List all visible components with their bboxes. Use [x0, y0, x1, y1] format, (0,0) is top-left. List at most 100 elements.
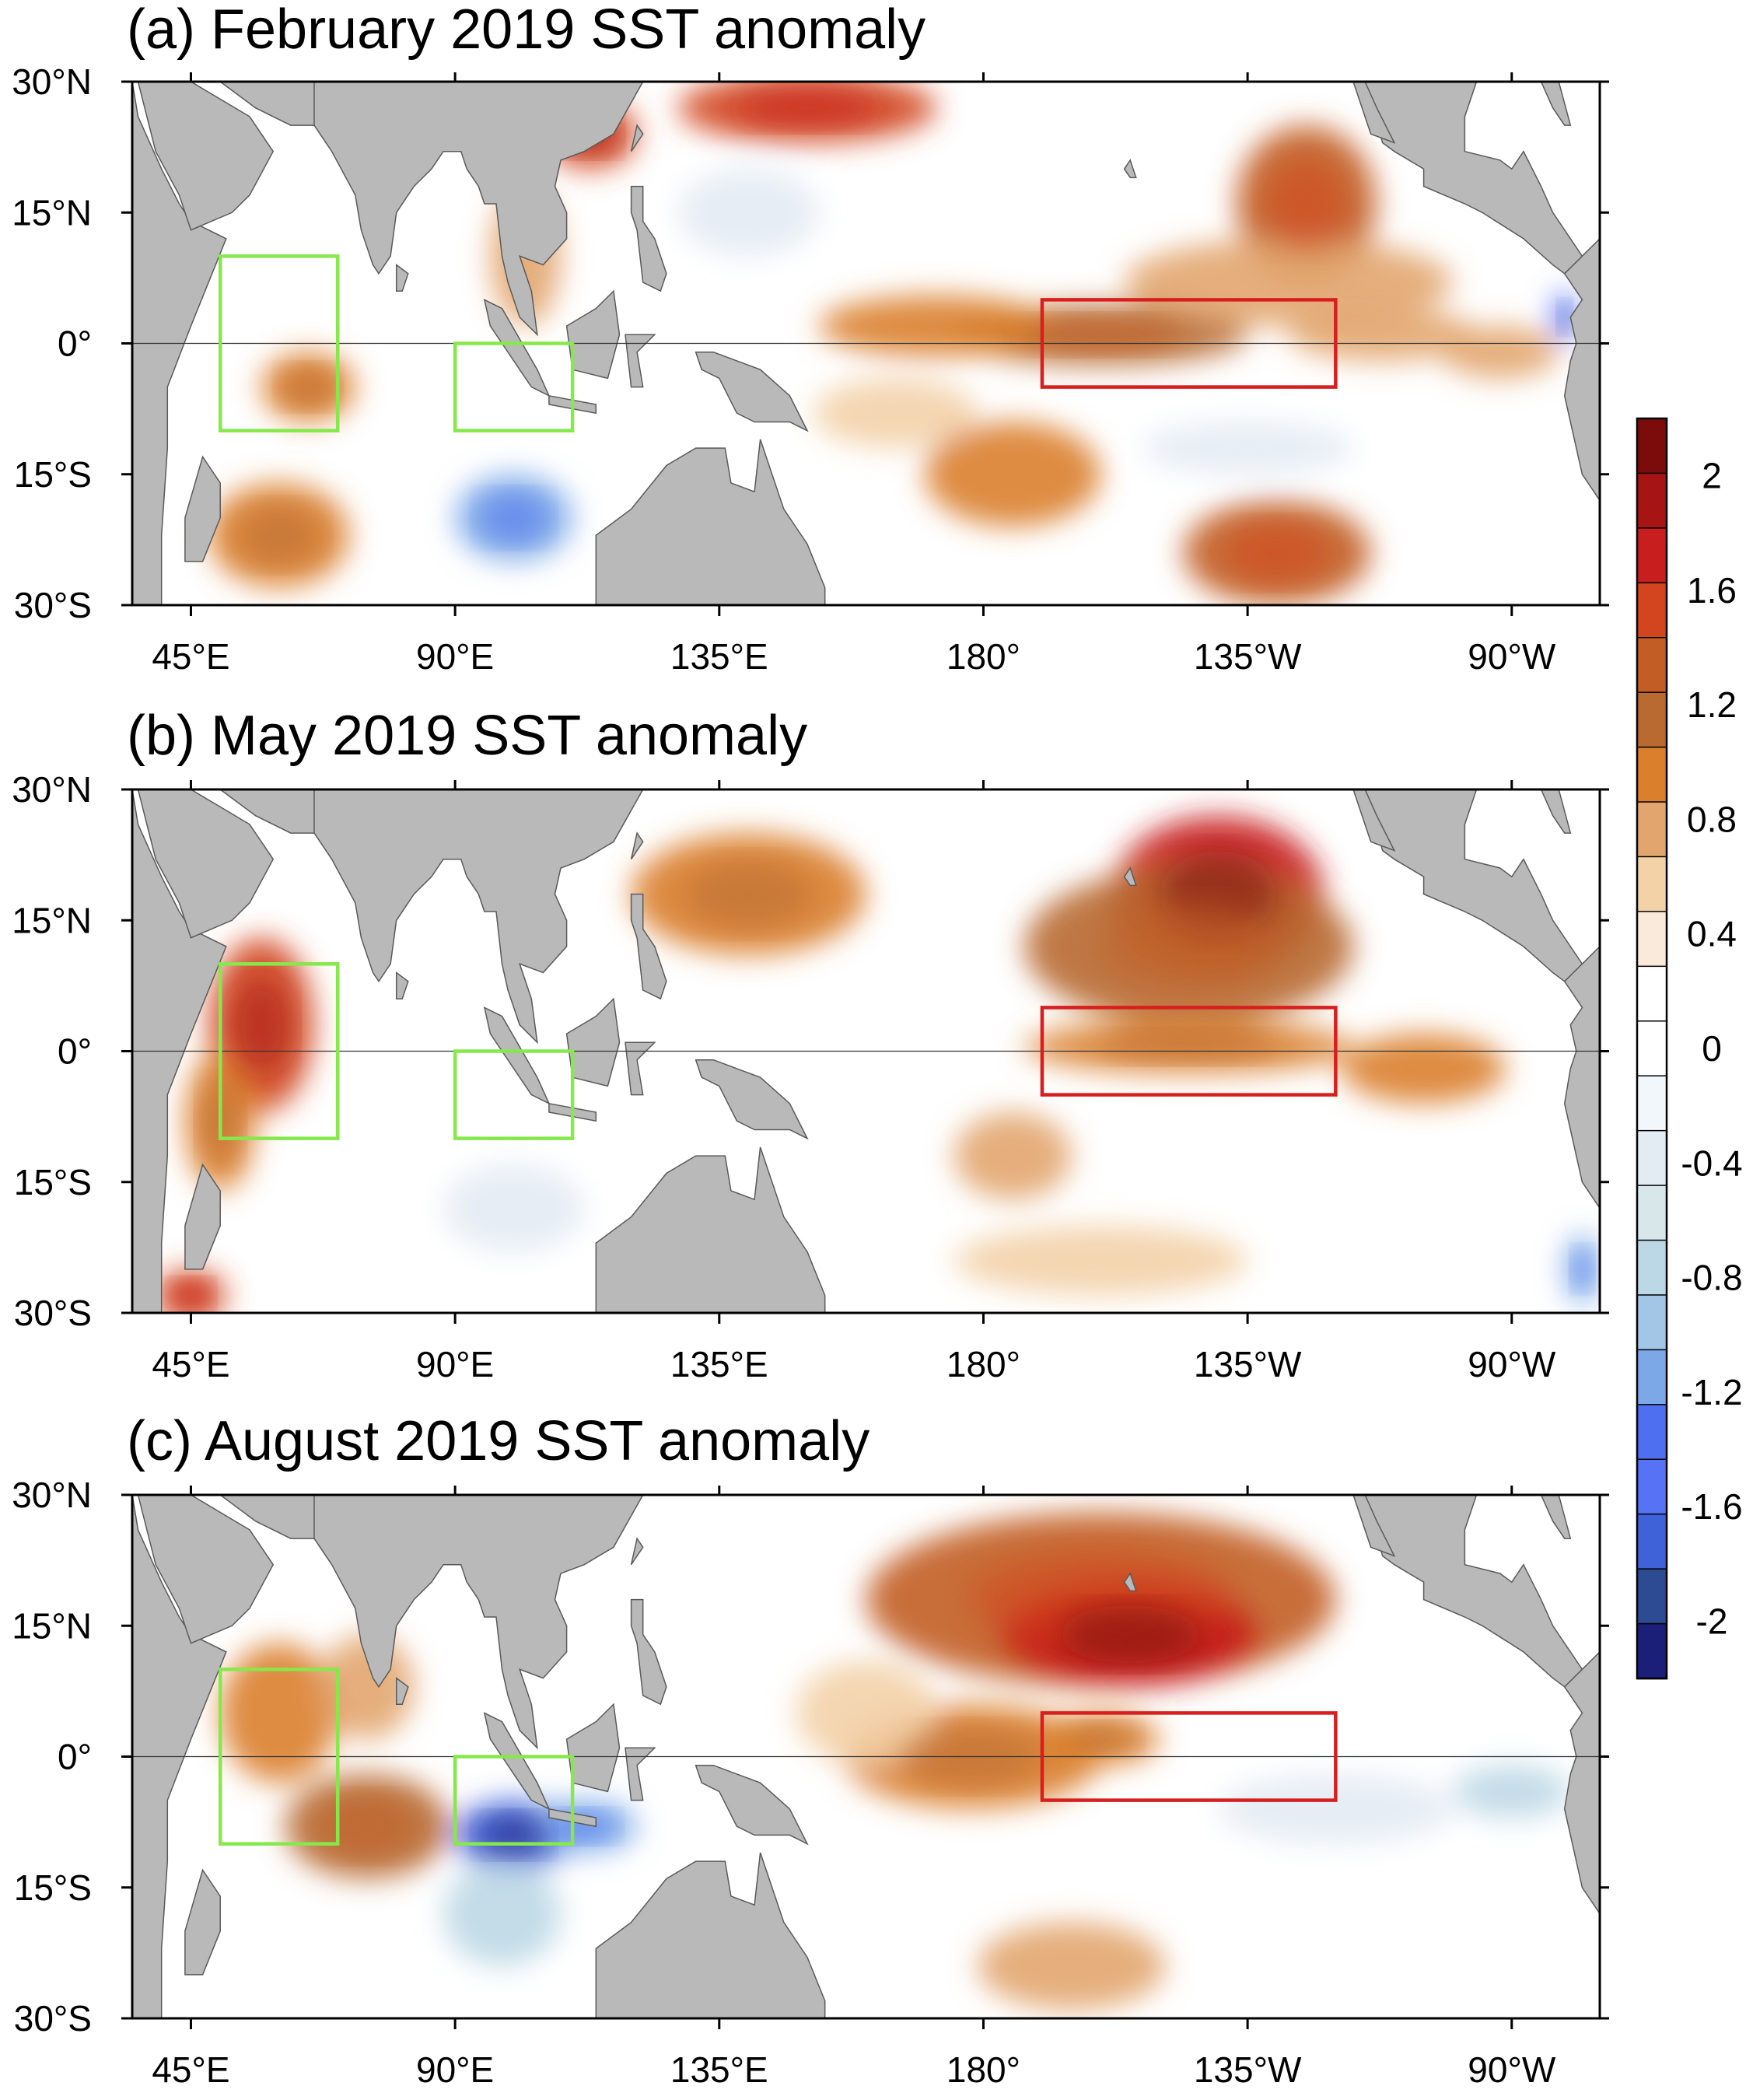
colorbar-bin — [1636, 636, 1667, 694]
colorbar-bin — [1636, 965, 1667, 1023]
land-sumatra — [483, 1006, 551, 1105]
land-arabia — [137, 1495, 275, 1644]
y-tick-label: 30°N — [12, 61, 92, 102]
anomaly-blob-b-7 — [953, 1112, 1072, 1200]
y-tick-label: 0° — [58, 324, 92, 364]
x-tick-label: 90°E — [416, 1344, 494, 1384]
colorbar-label: -1.6 — [1681, 1486, 1742, 1527]
anomaly-blob-a-15 — [1142, 422, 1353, 474]
colorbar-bin — [1636, 527, 1667, 584]
x-tick-label: 180° — [946, 2049, 1020, 2090]
land-madagascar — [184, 1868, 221, 1976]
anomaly-core-a-2 — [736, 88, 879, 128]
colorbar-label: 1.6 — [1687, 570, 1737, 611]
land-b — [132, 789, 1600, 1313]
land-new-guinea — [695, 351, 809, 432]
colorbar-bin — [1636, 1404, 1667, 1461]
land-philippines — [630, 893, 667, 1000]
index-box-1 — [453, 1755, 575, 1846]
land-sulawesi — [625, 1747, 656, 1801]
panel-title-c: (c) August 2019 SST anomaly — [127, 1410, 870, 1472]
land-sulawesi — [625, 1041, 656, 1096]
index-box-0 — [218, 1668, 340, 1846]
land-hawaii — [1123, 866, 1137, 887]
y-tick-label: 15°N — [12, 192, 92, 233]
index-box-1 — [453, 341, 575, 432]
land-arabia — [137, 82, 275, 231]
anomaly-blob-a-1 — [819, 295, 1055, 357]
colorbar-label: -2 — [1696, 1601, 1728, 1641]
anomaly-blob-a-5 — [1124, 238, 1454, 327]
index-box-2 — [1040, 298, 1338, 389]
land-hawaii — [1123, 1572, 1137, 1592]
land-australia — [595, 1146, 826, 1313]
colorbar-bin — [1636, 856, 1667, 913]
land-sumatra — [483, 299, 551, 397]
land-florida-gulf — [1511, 789, 1572, 834]
anomaly-blob-c-11 — [1453, 1765, 1571, 1818]
colorbar-label: 2 — [1702, 456, 1722, 496]
colorbar-bin — [1636, 691, 1667, 748]
anomaly-core-b-6 — [171, 1281, 211, 1311]
colorbar-label: 1.2 — [1687, 684, 1737, 725]
colorbar-bin — [1636, 418, 1667, 474]
panel-c: (c) August 2019 SST anomaly 45°E 90°E 135°E… — [12, 1410, 1609, 2090]
y-tick-label: 30°S — [14, 1998, 92, 2039]
y-tick-label: 0° — [58, 1737, 92, 1777]
anomaly-blob-a-10 — [813, 378, 978, 449]
land-india — [313, 789, 644, 1045]
colorbar-label: -1.2 — [1681, 1372, 1742, 1412]
colorbar-bin — [1636, 801, 1667, 858]
land-baja-california — [1352, 1495, 1396, 1557]
anomaly-core-a-6 — [240, 506, 318, 565]
colorbar-bin — [1636, 1075, 1667, 1132]
y-tick-label: 0° — [58, 1031, 92, 1072]
colorbar-bin — [1636, 1458, 1667, 1515]
anomaly-core-a-8 — [1558, 303, 1572, 332]
anomaly-core-a-5 — [282, 367, 334, 407]
x-tick-label: 90°E — [416, 636, 494, 677]
land-sri-lanka — [395, 264, 409, 292]
anomaly-core-a-0 — [1020, 317, 1182, 352]
y-tick-label: 30°N — [12, 1475, 92, 1515]
y-tick-label: 15°S — [14, 454, 92, 495]
anomaly-blob-c-10 — [1218, 1773, 1454, 1844]
index-box-0 — [218, 962, 340, 1140]
anomaly-blob-b-9 — [953, 1225, 1248, 1296]
x-tick-label: 135°E — [670, 2049, 768, 2090]
anomaly-blob-c-5 — [220, 1643, 338, 1783]
anomaly-blob-b-10 — [443, 1164, 585, 1252]
x-tick-label: 135°W — [1194, 1344, 1302, 1384]
land-sulawesi — [625, 334, 656, 388]
x-tick-label: 135°W — [1194, 636, 1302, 677]
anomaly-core-c-3 — [1068, 1724, 1133, 1754]
index-box-2 — [1040, 1711, 1338, 1802]
land-florida-gulf — [1511, 1495, 1572, 1539]
colorbar-bin — [1636, 472, 1667, 530]
y-tick-label: 30°S — [14, 1293, 92, 1333]
panel-a: (a) February 2019 SST anomaly 45°E 90°E 135… — [12, 0, 1609, 677]
panel-title-a: (a) February 2019 SST anomaly — [127, 0, 925, 61]
anomaly-blob-c-9 — [443, 1861, 562, 1966]
y-tick-label: 30°N — [12, 769, 92, 810]
colorbar: 2 1.6 1.2 0.8 0.4 0 -0.4 -0.8 -1.2 -1.6 -2 — [1636, 417, 1743, 1680]
anomaly-core-b-2 — [684, 860, 814, 928]
land-india — [313, 82, 644, 337]
anomaly-blob-c-12 — [977, 1922, 1166, 2010]
x-tick-label: 90°W — [1468, 636, 1556, 677]
anomaly-blob-c-13 — [795, 1661, 937, 1766]
anomaly-core-a-4 — [1225, 523, 1329, 582]
colorbar-label: 0 — [1702, 1028, 1722, 1069]
anomaly-core-b-3 — [1098, 1032, 1279, 1062]
anomaly-core-c-4 — [321, 1797, 413, 1856]
x-tick-label: 180° — [946, 636, 1020, 677]
anomaly-blob-a-16 — [677, 169, 820, 257]
colorbar-bin — [1636, 1349, 1667, 1406]
y-tick-label: 15°N — [12, 1605, 92, 1646]
x-tick-label: 45°E — [152, 636, 229, 677]
colorbar-label: -0.8 — [1681, 1258, 1742, 1298]
index-box-0 — [218, 254, 340, 432]
x-tick-label: 135°E — [670, 1344, 768, 1384]
land-india — [313, 1495, 644, 1750]
